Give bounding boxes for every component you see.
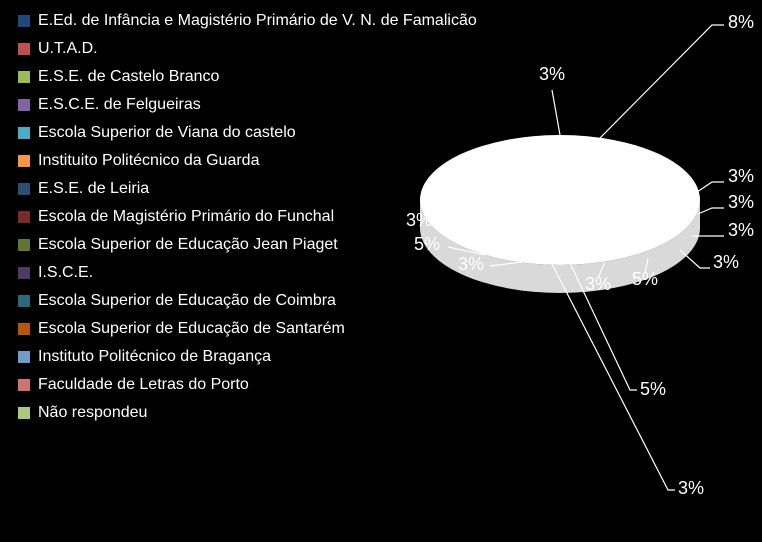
- pct-label: 5%: [640, 379, 666, 399]
- leader-line: [552, 90, 560, 135]
- leader-line: [600, 25, 724, 138]
- pct-label: 3%: [728, 220, 754, 240]
- pct-label: 3%: [728, 166, 754, 186]
- pct-label: 3%: [585, 274, 611, 294]
- pie-chart: 8% 3% 3% 3% 3% 3% 5% 3% 5% 3% 3% 5% 3%: [0, 0, 762, 542]
- pct-label: 3%: [713, 252, 739, 272]
- pct-label: 5%: [632, 269, 658, 289]
- pct-label: 5%: [414, 234, 440, 254]
- pct-label: 3%: [728, 192, 754, 212]
- pct-label: 3%: [539, 64, 565, 84]
- pct-label: 3%: [458, 254, 484, 274]
- pct-label: 3%: [678, 478, 704, 498]
- leader-line: [698, 208, 724, 214]
- leader-line: [697, 182, 724, 192]
- pie-top: [420, 135, 700, 265]
- leader-line: [552, 264, 675, 490]
- pct-label: 8%: [728, 12, 754, 32]
- pct-label: 3%: [406, 210, 432, 230]
